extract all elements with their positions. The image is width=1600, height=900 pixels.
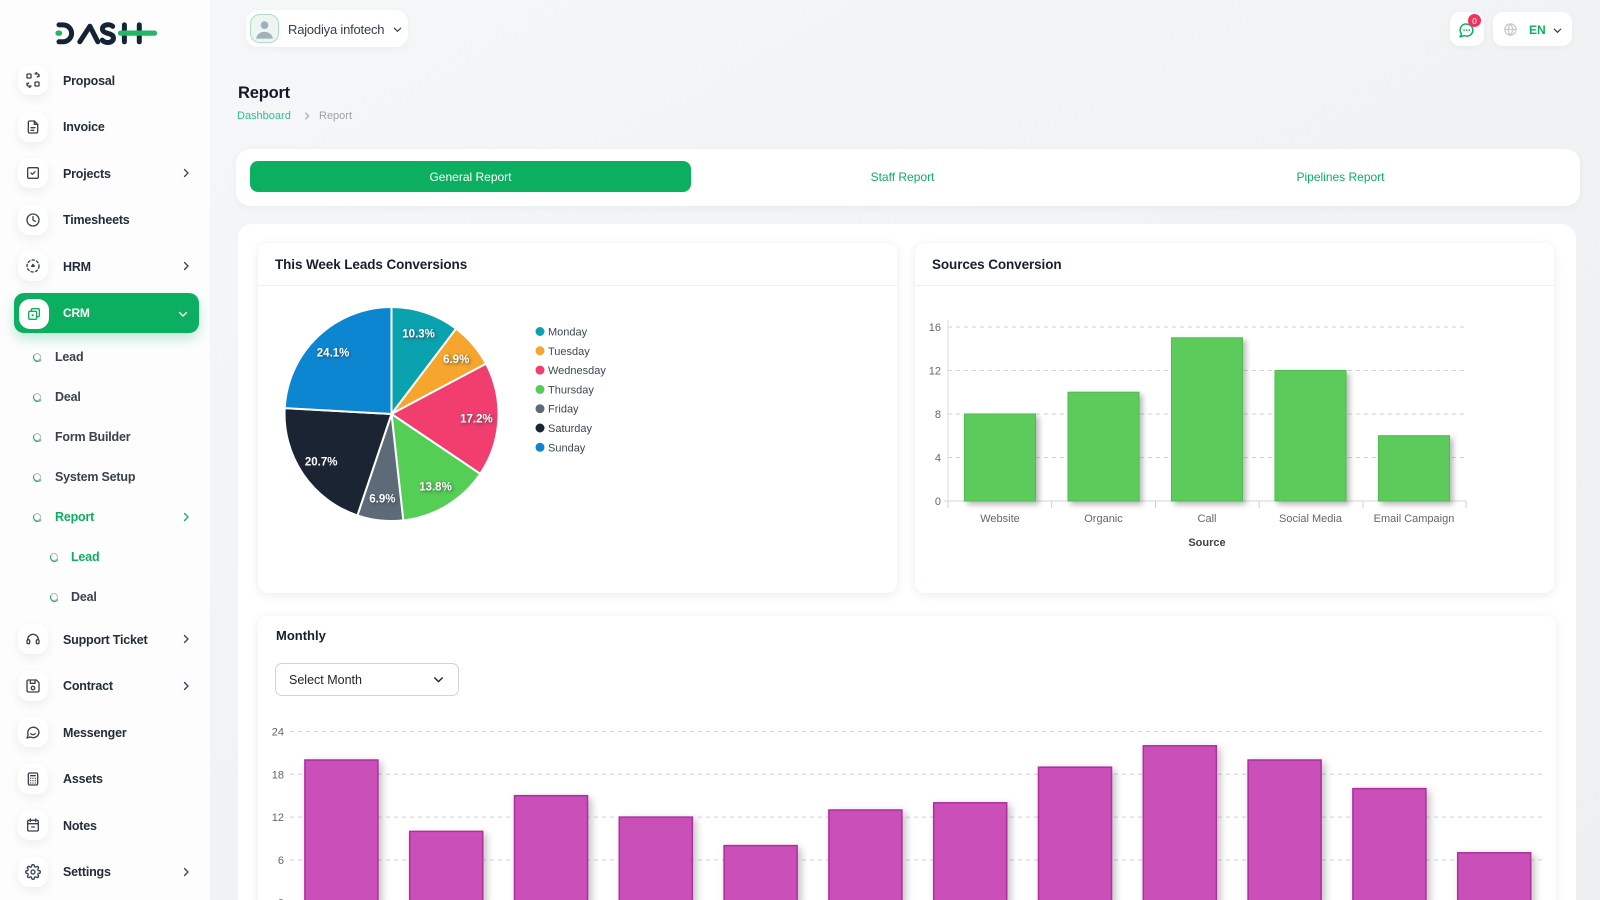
svg-text:Social Media: Social Media — [1279, 513, 1343, 525]
svg-text:6: 6 — [278, 855, 284, 867]
svg-text:Call: Call — [1198, 513, 1217, 525]
svg-text:Email Campaign: Email Campaign — [1374, 513, 1455, 525]
svg-text:18: 18 — [272, 769, 284, 781]
svg-text:4: 4 — [935, 453, 941, 465]
svg-text:Monday: Monday — [548, 327, 588, 339]
svg-text:Saturday: Saturday — [548, 423, 593, 435]
svg-text:0: 0 — [278, 898, 284, 900]
svg-text:Sunday: Sunday — [548, 442, 586, 454]
svg-text:Thursday: Thursday — [548, 384, 594, 396]
svg-text:6.9%: 6.9% — [369, 494, 395, 506]
svg-text:12: 12 — [272, 812, 284, 824]
svg-text:24.1%: 24.1% — [317, 347, 350, 359]
svg-text:24: 24 — [272, 727, 284, 739]
svg-text:Website: Website — [980, 513, 1020, 525]
svg-text:Source: Source — [1188, 537, 1225, 549]
svg-text:6.9%: 6.9% — [443, 354, 469, 366]
svg-text:12: 12 — [929, 366, 941, 378]
svg-text:Wednesday: Wednesday — [548, 365, 606, 377]
svg-text:16: 16 — [929, 322, 941, 334]
svg-text:20.7%: 20.7% — [305, 457, 338, 469]
svg-text:10.3%: 10.3% — [402, 328, 435, 340]
svg-text:13.8%: 13.8% — [419, 482, 452, 494]
svg-text:Organic: Organic — [1084, 513, 1123, 525]
svg-text:Friday: Friday — [548, 404, 579, 416]
svg-text:Tuesday: Tuesday — [548, 346, 590, 358]
svg-text:0: 0 — [935, 496, 941, 508]
svg-text:8: 8 — [935, 409, 941, 421]
svg-text:17.2%: 17.2% — [460, 413, 493, 425]
